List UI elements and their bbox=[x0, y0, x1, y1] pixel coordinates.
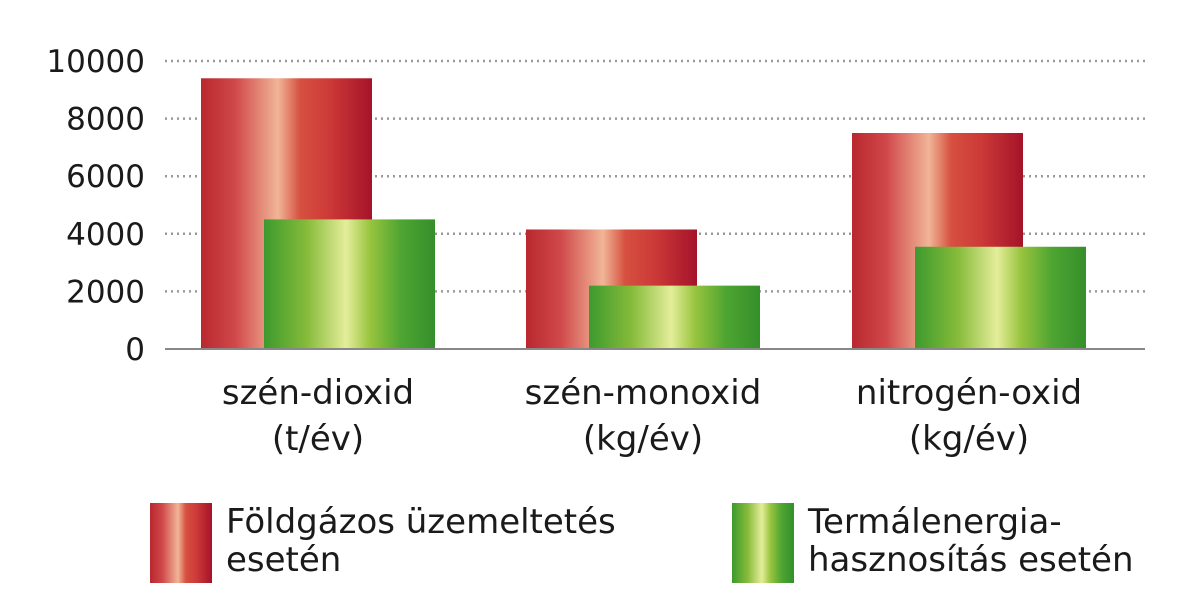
legend-label-line1: Földgázos üzemeltetés bbox=[226, 502, 616, 542]
y-tick-label: 6000 bbox=[66, 159, 145, 195]
bar-termal bbox=[589, 285, 760, 349]
y-tick-label: 10000 bbox=[46, 44, 145, 80]
legend-label-foldgazos: Földgázos üzemeltetés esetén bbox=[226, 503, 646, 579]
category-label: szén-dioxid bbox=[222, 373, 414, 413]
bar-chart: 0 2000 4000 6000 8000 10000 szén-dioxid (t/év)… bbox=[46, 44, 1145, 459]
y-axis-ticks: 0 2000 4000 6000 8000 10000 bbox=[46, 44, 145, 368]
category-labels: szén-dioxid (t/év) szén-monoxid (kg/év) nitr… bbox=[222, 373, 1082, 459]
category-unit-label: (kg/év) bbox=[909, 419, 1029, 459]
legend-swatch-green bbox=[732, 503, 794, 583]
legend-label-line1: Termálenergia- bbox=[808, 502, 1062, 542]
category-label: nitrogén-oxid bbox=[856, 373, 1082, 413]
legend-item-foldgazos: Földgázos üzemeltetés esetén bbox=[150, 503, 646, 583]
legend-label-termal: Termálenergia- hasznosítás esetén bbox=[808, 503, 1200, 579]
bar-termal bbox=[264, 219, 435, 349]
bar-termal bbox=[915, 246, 1086, 349]
legend-swatch-red bbox=[150, 503, 212, 583]
category-label: szén-monoxid bbox=[525, 373, 762, 413]
legend-item-termal: Termálenergia- hasznosítás esetén bbox=[732, 503, 1200, 583]
legend-label-line2: esetén bbox=[226, 540, 342, 580]
y-tick-label: 4000 bbox=[66, 217, 145, 253]
y-tick-label: 8000 bbox=[66, 102, 145, 138]
category-unit-label: (t/év) bbox=[272, 419, 364, 459]
category-unit-label: (kg/év) bbox=[583, 419, 703, 459]
bars bbox=[201, 78, 1086, 349]
legend-label-line2: hasznosítás esetén bbox=[808, 540, 1134, 580]
y-tick-label: 0 bbox=[125, 332, 145, 368]
y-tick-label: 2000 bbox=[66, 274, 145, 310]
